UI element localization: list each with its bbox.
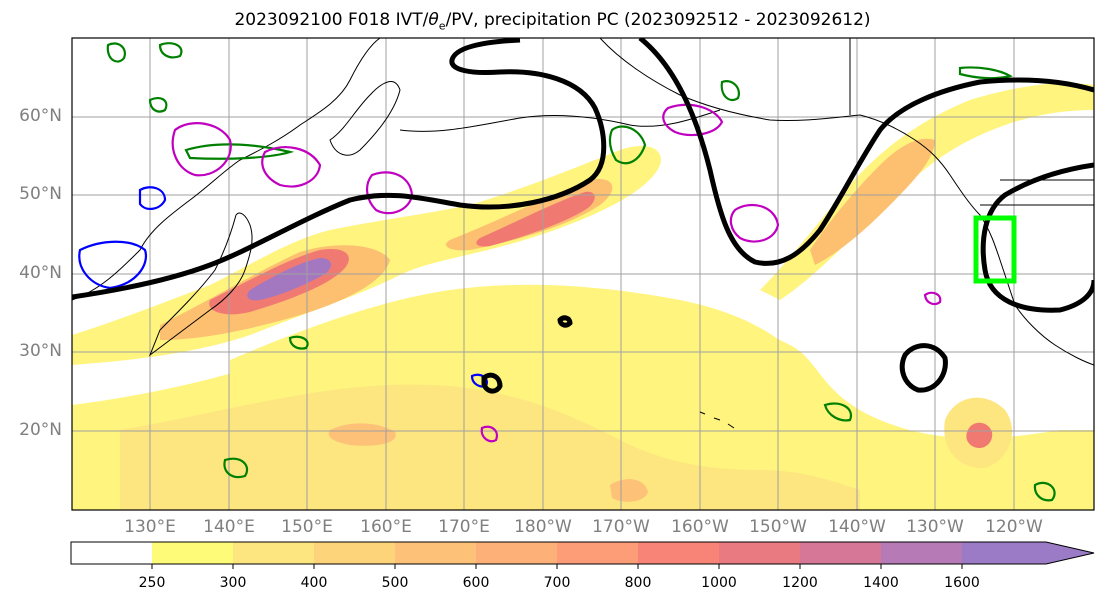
colorbar-label-800: 800 bbox=[624, 575, 652, 591]
theta-e-east bbox=[980, 162, 1094, 313]
map-frame bbox=[71, 37, 1095, 511]
colorbar-bin-7 bbox=[638, 542, 719, 564]
lon-label-170w: 170°W bbox=[592, 517, 650, 537]
pv-contours bbox=[78, 42, 1056, 502]
colorbar-ticks bbox=[151, 564, 963, 569]
ivt-midpacific-band bbox=[230, 284, 800, 380]
lat-label-40n: 40°N bbox=[19, 263, 62, 283]
theta-e-closed-1 bbox=[899, 343, 948, 393]
pv-green-6 bbox=[720, 80, 740, 102]
colorbar-frame bbox=[70, 541, 1095, 565]
coast-hawaii bbox=[699, 411, 735, 429]
colorbar-bin-9 bbox=[800, 542, 881, 564]
pv-magenta-6 bbox=[923, 291, 942, 306]
coast-japan bbox=[148, 212, 253, 357]
lat-label-50n: 50°N bbox=[19, 184, 62, 204]
colorbar-bin-2 bbox=[233, 542, 314, 564]
lon-label-140w: 140°W bbox=[828, 517, 886, 537]
colorbar-label-250: 250 bbox=[138, 575, 166, 591]
lon-label-130e: 130°E bbox=[124, 517, 176, 537]
colorbar-bin-4 bbox=[395, 542, 476, 564]
pv-green-1 bbox=[106, 42, 126, 63]
ivt-south-blob bbox=[610, 479, 648, 502]
pv-green-10 bbox=[223, 457, 249, 479]
lon-label-120w: 120°W bbox=[985, 517, 1043, 537]
lon-label-150e: 150°E bbox=[281, 517, 333, 537]
coast-aleutians bbox=[399, 109, 721, 132]
pv-green-7 bbox=[958, 66, 1013, 80]
lon-label-140e: 140°E bbox=[203, 517, 255, 537]
lon-label-180w: 180°W bbox=[514, 517, 572, 537]
ivt-alaska-mid bbox=[810, 138, 935, 265]
coast-alaska bbox=[599, 38, 951, 176]
lon-label-130w: 130°W bbox=[906, 517, 964, 537]
theta-e-main bbox=[72, 38, 607, 300]
theta-e-contours bbox=[72, 38, 1094, 394]
pv-magenta-3 bbox=[366, 171, 414, 215]
colorbar bbox=[70, 541, 1095, 569]
pv-magenta-4 bbox=[662, 103, 724, 137]
colorbar-bin-10 bbox=[881, 542, 962, 564]
pv-magenta-1 bbox=[171, 122, 232, 177]
pv-magenta-7 bbox=[480, 425, 498, 443]
colorbar-bin-5 bbox=[476, 542, 557, 564]
figure-title: 2023092100 F018 IVT/θe/PV, precipitation… bbox=[0, 10, 1105, 32]
lon-label-160w: 160°W bbox=[671, 517, 729, 537]
lat-label-60n: 60°N bbox=[19, 106, 62, 126]
verification-box bbox=[973, 215, 1017, 284]
pv-green-3 bbox=[148, 96, 168, 113]
pv-green-2 bbox=[158, 42, 183, 59]
title-suffix: /PV, precipitation PC (2023092512 - 2023… bbox=[445, 10, 871, 30]
pv-green-11 bbox=[288, 335, 309, 350]
lat-label-20n: 20°N bbox=[19, 420, 62, 440]
colorbar-label-600: 600 bbox=[462, 575, 490, 591]
lon-label-170e: 170°E bbox=[438, 517, 490, 537]
colorbar-bin-0 bbox=[71, 542, 152, 564]
pv-magenta-2 bbox=[261, 146, 322, 188]
border-canada-us bbox=[849, 38, 1094, 206]
lon-label-150w: 150°W bbox=[749, 517, 807, 537]
theta-e-trough bbox=[638, 38, 1094, 266]
pv-blue-1 bbox=[78, 240, 148, 290]
title-prefix: 2023092100 F018 IVT/ bbox=[234, 10, 429, 30]
ivt-jet-peak bbox=[247, 258, 332, 301]
colorbar-bin-3 bbox=[314, 542, 395, 564]
pv-green-9 bbox=[1033, 481, 1056, 502]
colorbar-extend-arrow bbox=[962, 542, 1094, 564]
colorbar-label-1400: 1400 bbox=[863, 575, 899, 591]
lon-label-160e: 160°E bbox=[360, 517, 412, 537]
coast-kamchatka bbox=[329, 81, 401, 156]
graticule bbox=[72, 38, 1094, 510]
colorbar-label-1000: 1000 bbox=[701, 575, 737, 591]
colorbar-label-700: 700 bbox=[543, 575, 571, 591]
pv-green-4 bbox=[184, 143, 295, 160]
title-theta-subscript: e bbox=[438, 19, 446, 33]
colorbar-label-300: 300 bbox=[219, 575, 247, 591]
colorbar-bin-6 bbox=[557, 542, 638, 564]
colorbar-label-500: 500 bbox=[381, 575, 409, 591]
pv-blue-2 bbox=[138, 186, 167, 210]
coast-asia bbox=[72, 38, 381, 301]
colorbar-bin-1 bbox=[152, 542, 233, 564]
theta-e-closed-2 bbox=[481, 372, 503, 394]
lat-label-30n: 30°N bbox=[19, 341, 62, 361]
pv-magenta-5 bbox=[729, 203, 780, 243]
theta-e-closed-3 bbox=[557, 315, 573, 328]
colorbar-label-1200: 1200 bbox=[782, 575, 818, 591]
colorbar-label-400: 400 bbox=[300, 575, 328, 591]
pv-green-8 bbox=[823, 402, 853, 422]
colorbar-label-1600: 1600 bbox=[944, 575, 980, 591]
ivt-tropical-inner bbox=[120, 384, 860, 510]
pv-green-5 bbox=[608, 125, 647, 165]
title-theta: θ bbox=[428, 10, 439, 30]
ivt-cyclone-core bbox=[966, 422, 993, 449]
ivt-tropical-core bbox=[328, 423, 396, 446]
colorbar-bin-8 bbox=[719, 542, 800, 564]
